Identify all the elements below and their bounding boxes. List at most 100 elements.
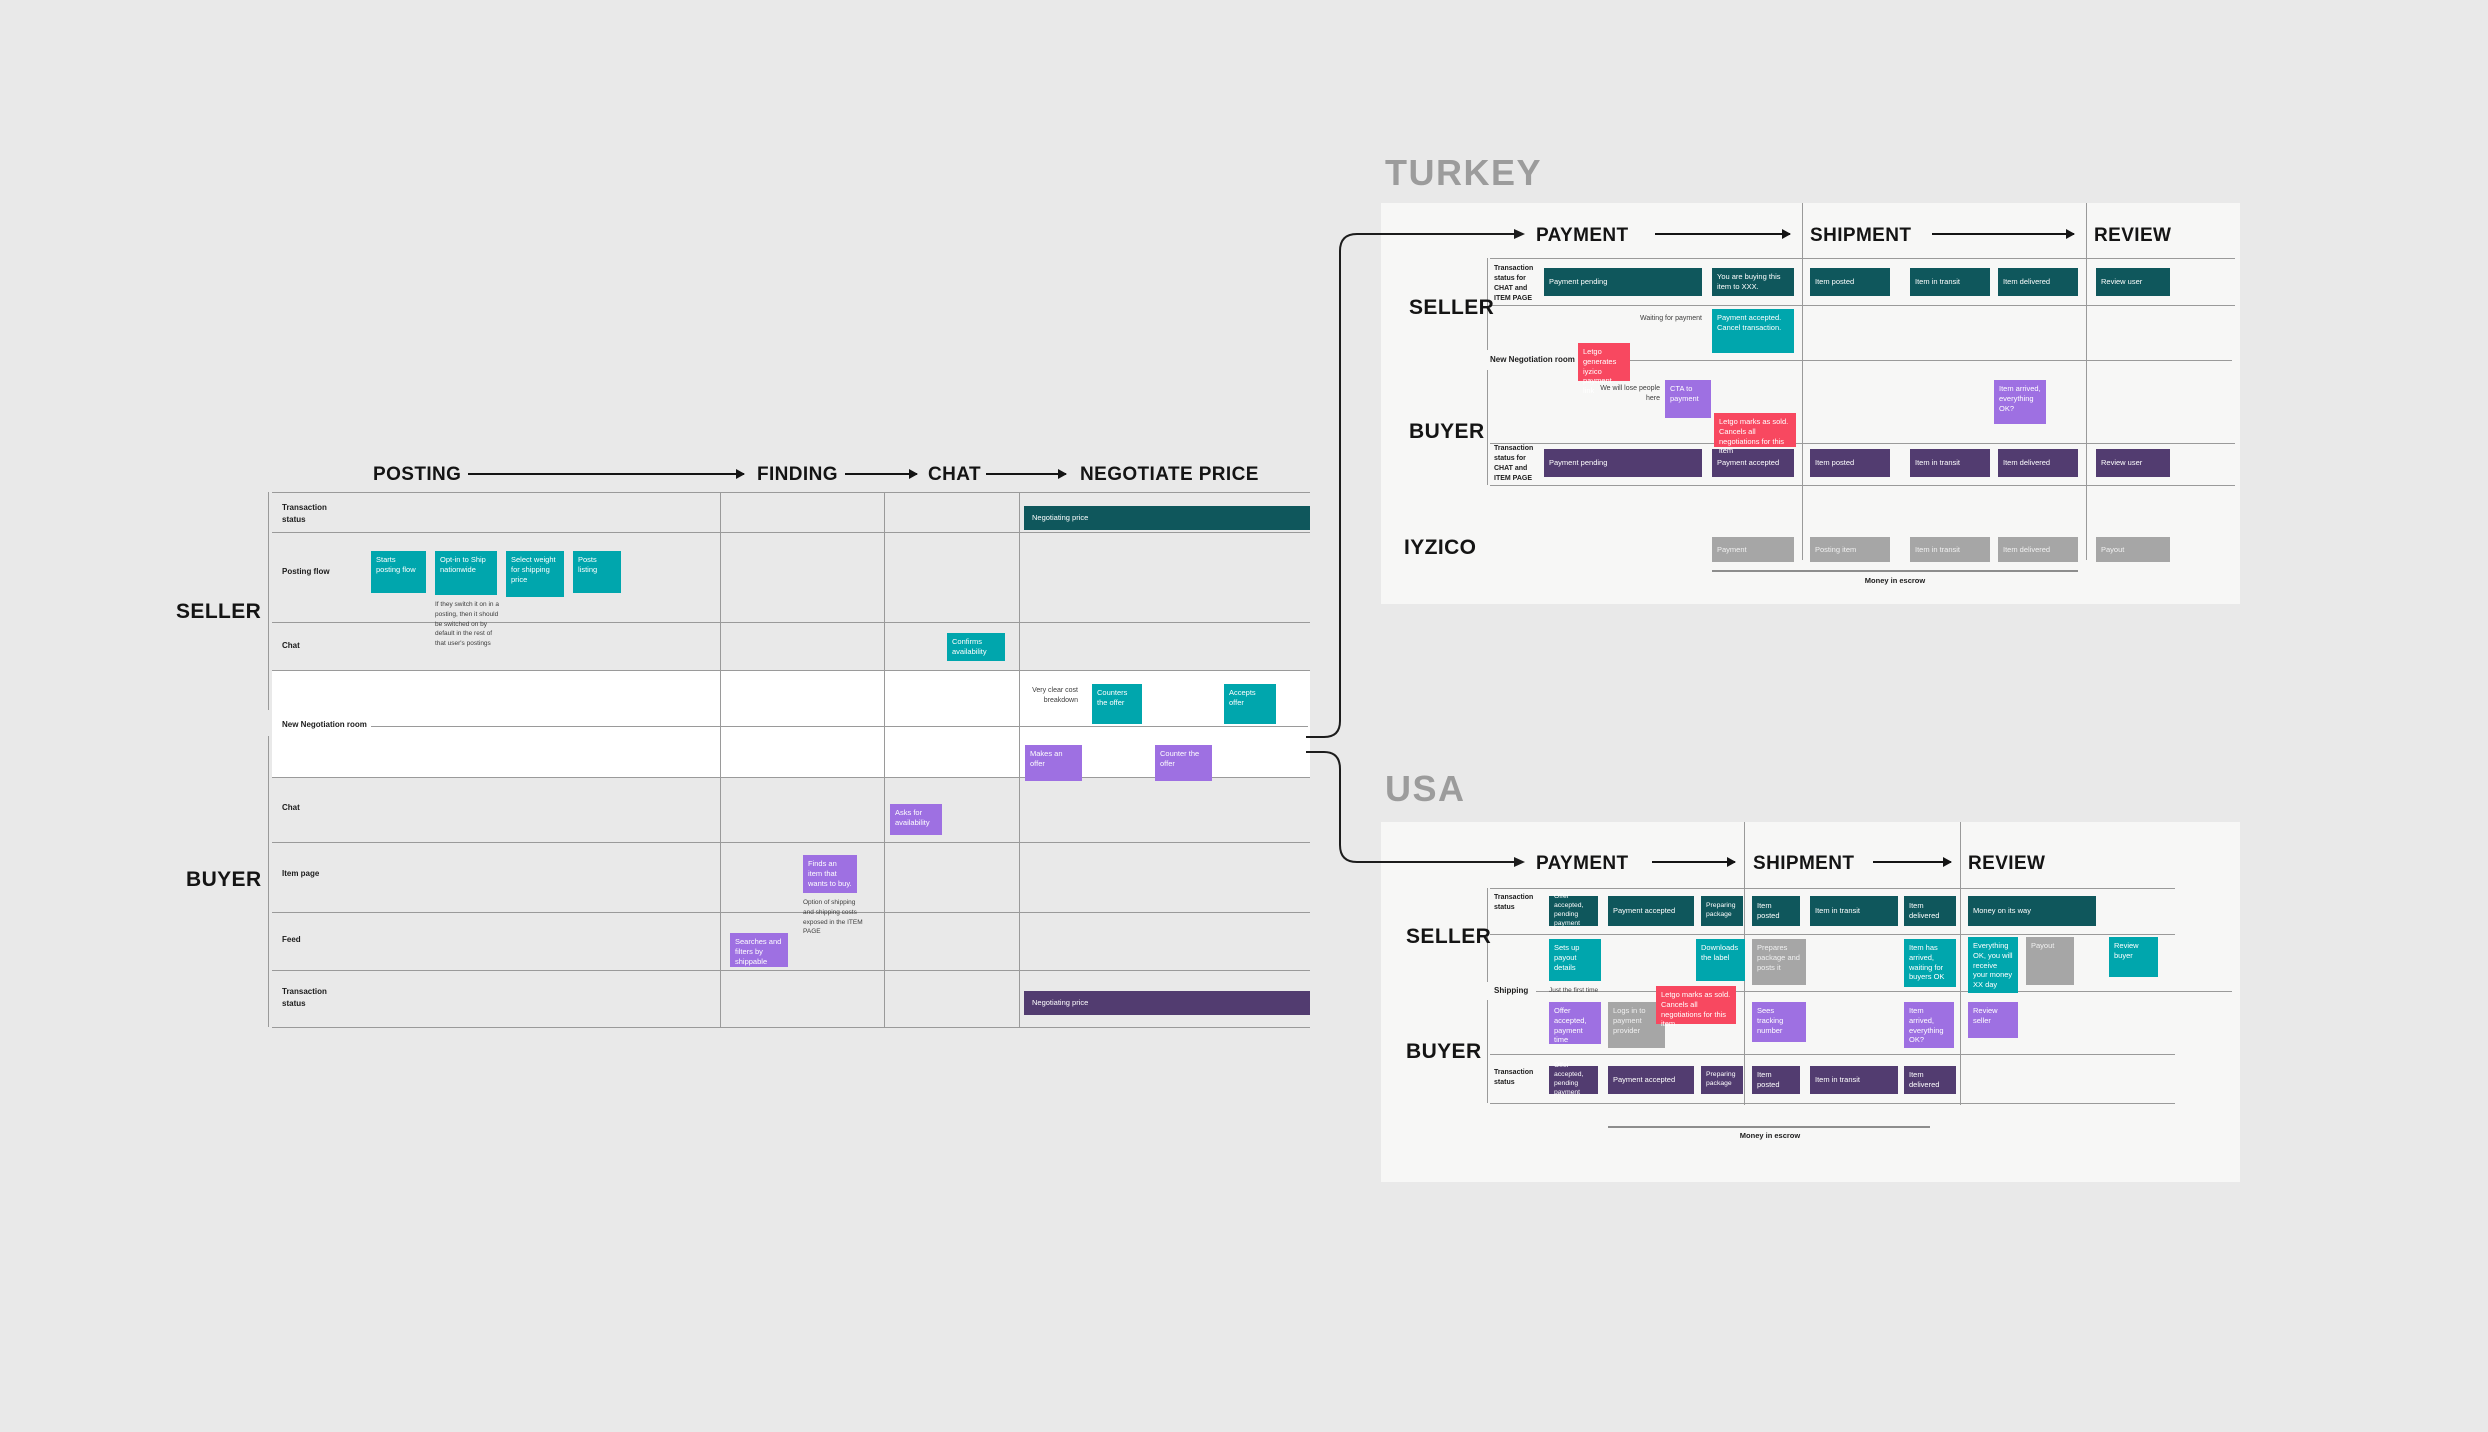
status-card[interactable]: Payment pending	[1544, 268, 1702, 296]
card-negotiating-price-seller[interactable]: Negotiating price	[1024, 506, 1310, 530]
status-card[interactable]: Review user	[2096, 449, 2170, 477]
status-card[interactable]: Item in transit	[1810, 896, 1898, 926]
card-confirms-availability[interactable]: Confirms availability	[947, 633, 1005, 661]
row-label-negotiation-room: New Negotiation room	[1490, 354, 1578, 366]
card-posts-listing[interactable]: Posts listing	[573, 551, 621, 593]
row-label-chat-buyer: Chat	[282, 803, 300, 812]
card-select-weight[interactable]: Select weight for shipping price	[506, 551, 564, 597]
status-card[interactable]: Item posted	[1810, 268, 1890, 296]
status-card[interactable]: Item in transit	[1910, 449, 1990, 477]
card-prepares-package[interactable]: Prepares package and posts it	[1752, 939, 1806, 985]
card-letgo-marks-sold[interactable]: Letgo marks as sold. Cancels all negotia…	[1656, 986, 1736, 1028]
status-card[interactable]: Item delivered	[1998, 268, 2078, 296]
column-divider	[2086, 203, 2087, 560]
row-label-transaction-status: Transaction status	[1494, 894, 1534, 912]
card-letgo-marks-sold[interactable]: Letgo marks as sold. Cancels all negotia…	[1714, 413, 1796, 455]
grid-line	[1490, 888, 2175, 889]
card-negotiating-price-buyer[interactable]: Negotiating price	[1024, 991, 1310, 1015]
card-payout[interactable]: Payout	[2026, 937, 2074, 985]
arrow-right-icon	[1932, 229, 2075, 239]
card-makes-offer[interactable]: Makes an offer	[1025, 745, 1082, 781]
status-card[interactable]: Item delivered	[1998, 449, 2078, 477]
row-label-divider	[268, 736, 269, 1027]
grid-line	[272, 622, 1310, 623]
card-review-buyer[interactable]: Review buyer	[2109, 937, 2158, 977]
column-header-payment: PAYMENT	[1536, 853, 1629, 874]
card-logs-in-provider[interactable]: Logs in to payment provider	[1608, 1002, 1665, 1048]
status-card[interactable]: Offer accepted, pending payment	[1549, 893, 1598, 927]
card-payment-accepted-cancel[interactable]: Payment accepted. Cancel transaction.	[1712, 309, 1794, 353]
status-card[interactable]: Offer accepted, pending payment	[1549, 1062, 1598, 1096]
status-card[interactable]: Item in transit	[1910, 268, 1990, 296]
column-header-finding: FINDING	[757, 464, 838, 485]
card-cta-to-payment[interactable]: CTA to payment	[1665, 380, 1711, 418]
status-card[interactable]: Payment accepted	[1712, 449, 1794, 477]
card-opt-in-ship[interactable]: Opt-in to Ship nationwide	[435, 551, 497, 595]
column-header-posting: POSTING	[373, 464, 462, 485]
escrow-label: Money in escrow	[1739, 1131, 1801, 1140]
card-counters-offer[interactable]: Counters the offer	[1092, 684, 1142, 724]
card-searches-filters[interactable]: Searches and filters by shippable	[730, 933, 788, 967]
card-asks-availability[interactable]: Asks for availability	[890, 804, 942, 835]
arrow-right-icon	[1652, 857, 1736, 867]
column-divider	[884, 492, 885, 1027]
row-label-divider	[1487, 1000, 1488, 1103]
escrow-label: Money in escrow	[1864, 576, 1926, 585]
iyzico-step-card[interactable]: Item delivered	[1998, 537, 2078, 562]
status-card[interactable]: Payment pending	[1544, 449, 1702, 477]
row-label-negotiation-room: New Negotiation room	[282, 719, 371, 731]
column-divider	[1802, 203, 1803, 560]
status-card[interactable]: Item delivered	[1904, 1066, 1956, 1094]
status-card[interactable]: You are buying this item to XXX.	[1712, 268, 1794, 296]
row-label-item-page: Item page	[282, 869, 320, 878]
card-sees-tracking[interactable]: Sees tracking number	[1752, 1002, 1806, 1042]
card-everything-ok[interactable]: Everything OK, you will receive your mon…	[1968, 937, 2018, 993]
iyzico-step-card[interactable]: Payment	[1712, 537, 1794, 562]
column-header-review: REVIEW	[2094, 225, 2172, 246]
iyzico-step-card[interactable]: Payout	[2096, 537, 2170, 562]
actor-buyer-label: BUYER	[1409, 420, 1485, 443]
row-label-divider	[1487, 888, 1488, 982]
card-finds-item[interactable]: Finds an item that wants to buy.	[803, 855, 857, 893]
grid-line	[272, 842, 1310, 843]
card-sets-up-payout[interactable]: Sets up payout details	[1549, 939, 1601, 981]
card-item-arrived-ok[interactable]: Item arrived, everything OK?	[1904, 1002, 1954, 1048]
arrow-right-icon	[1655, 229, 1791, 239]
status-card[interactable]: Item posted	[1752, 1066, 1800, 1094]
card-accepts-offer[interactable]: Accepts offer	[1224, 684, 1276, 724]
card-starts-posting-flow[interactable]: Starts posting flow	[371, 551, 426, 593]
grid-line	[272, 532, 1310, 533]
row-label-seller-status: Transaction status for CHAT and ITEM PAG…	[1494, 265, 1534, 303]
grid-line	[272, 670, 1310, 671]
status-card[interactable]: Item posted	[1752, 896, 1800, 926]
row-label-chat: Chat	[282, 641, 300, 650]
escrow-line	[1712, 570, 2078, 572]
card-letgo-payment-link[interactable]: Letgo generates iyzico payment link	[1578, 343, 1630, 395]
status-card[interactable]: Item in transit	[1810, 1066, 1898, 1094]
row-label-buyer-status: Transaction status for CHAT and ITEM PAG…	[1494, 445, 1534, 483]
iyzico-step-card[interactable]: Posting item	[1810, 537, 1890, 562]
status-card[interactable]: Preparing package	[1701, 896, 1743, 926]
card-review-seller[interactable]: Review seller	[1968, 1002, 2018, 1038]
status-card[interactable]: Money on its way	[1968, 896, 2096, 926]
iyzico-step-card[interactable]: Item in transit	[1910, 537, 1990, 562]
grid-line	[272, 912, 1310, 913]
status-card[interactable]: Item delivered	[1904, 896, 1956, 926]
grid-line	[1490, 1103, 2175, 1104]
row-label-transaction-status-buyer: Transaction status	[282, 987, 327, 1008]
card-item-arrived-ok[interactable]: Item arrived, everything OK?	[1994, 380, 2046, 424]
card-counter-offer[interactable]: Counter the offer	[1155, 745, 1212, 781]
turkey-title: TURKEY	[1385, 152, 1543, 193]
status-card[interactable]: Item posted	[1810, 449, 1890, 477]
status-card[interactable]: Payment accepted	[1608, 1066, 1694, 1094]
column-header-chat: CHAT	[928, 464, 981, 485]
card-downloads-label[interactable]: Downloads the label	[1696, 939, 1745, 981]
row-label-divider	[1487, 370, 1488, 485]
status-card[interactable]: Payment accepted	[1608, 896, 1694, 926]
card-offer-accepted-payment-time[interactable]: Offer accepted, payment time	[1549, 1002, 1601, 1044]
status-card[interactable]: Review user	[2096, 268, 2170, 296]
grid-line	[1490, 258, 2235, 259]
status-card[interactable]: Preparing package	[1701, 1066, 1743, 1094]
column-header-payment: PAYMENT	[1536, 225, 1629, 246]
card-item-has-arrived[interactable]: Item has arrived, waiting for buyers OK	[1904, 939, 1956, 987]
